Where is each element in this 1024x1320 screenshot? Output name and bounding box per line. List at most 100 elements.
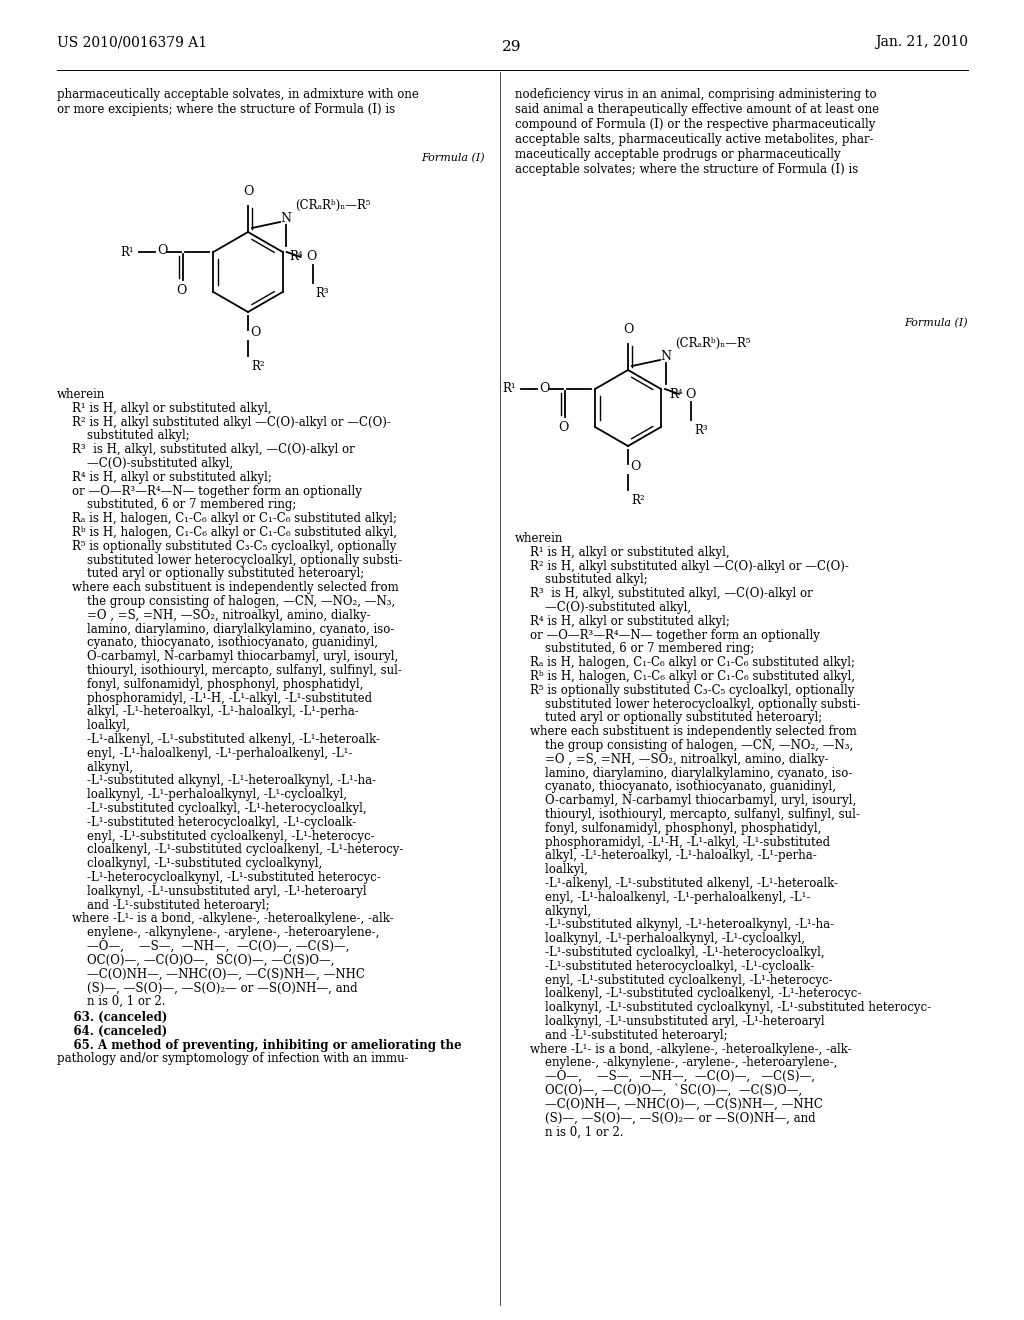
- Text: loalkenyl, -L¹-substituted cycloalkenyl, -L¹-heterocyc-: loalkenyl, -L¹-substituted cycloalkenyl,…: [515, 987, 861, 1001]
- Text: R⁵ is optionally substituted C₃-C₅ cycloalkyl, optionally: R⁵ is optionally substituted C₃-C₅ cyclo…: [57, 540, 396, 553]
- Text: O: O: [176, 284, 186, 297]
- Text: -L¹-substituted cycloalkyl, -L¹-heterocycloalkyl,: -L¹-substituted cycloalkyl, -L¹-heterocy…: [515, 946, 824, 960]
- Text: O: O: [558, 421, 568, 434]
- Text: -L¹-substituted alkynyl, -L¹-heteroalkynyl, -L¹-ha-: -L¹-substituted alkynyl, -L¹-heteroalkyn…: [515, 919, 835, 932]
- Text: —C(O)NH—, —NHC(O)—, —C(S)NH—, —NHC: —C(O)NH—, —NHC(O)—, —C(S)NH—, —NHC: [57, 968, 365, 981]
- Text: US 2010/0016379 A1: US 2010/0016379 A1: [57, 36, 207, 49]
- Text: phosphoramidyl, -L¹-H, -L¹-alkyl, -L¹-substituted: phosphoramidyl, -L¹-H, -L¹-alkyl, -L¹-su…: [57, 692, 372, 705]
- Text: enyl, -L¹-haloalkenyl, -L¹-perhaloalkenyl, -L¹-: enyl, -L¹-haloalkenyl, -L¹-perhaloalkeny…: [515, 891, 810, 904]
- Text: Formula (I): Formula (I): [904, 318, 968, 329]
- Text: pathology and/or symptomology of infection with an immu-: pathology and/or symptomology of infecti…: [57, 1052, 409, 1065]
- Text: R⁴: R⁴: [669, 388, 683, 401]
- Text: O: O: [630, 459, 640, 473]
- Text: O-carbamyl, N-carbamyl thiocarbamyl, uryl, isouryl,: O-carbamyl, N-carbamyl thiocarbamyl, ury…: [57, 651, 398, 663]
- Text: R³: R³: [315, 286, 330, 300]
- Text: nodeficiency virus in an animal, comprising administering to
said animal a thera: nodeficiency virus in an animal, compris…: [515, 88, 880, 176]
- Text: 65. A method of preventing, inhibiting or ameliorating the: 65. A method of preventing, inhibiting o…: [57, 1039, 462, 1052]
- Text: -L¹-alkenyl, -L¹-substituted alkenyl, -L¹-heteroalk-: -L¹-alkenyl, -L¹-substituted alkenyl, -L…: [57, 733, 380, 746]
- Text: O: O: [243, 185, 253, 198]
- Text: loalkynyl, -L¹-perhaloalkynyl, -L¹-cycloalkyl,: loalkynyl, -L¹-perhaloalkynyl, -L¹-cyclo…: [515, 932, 805, 945]
- Text: —C(O)-substituted alkyl,: —C(O)-substituted alkyl,: [515, 601, 691, 614]
- Text: O: O: [539, 381, 549, 395]
- Text: and -L¹-substituted heteroaryl;: and -L¹-substituted heteroaryl;: [57, 899, 269, 912]
- Text: pharmaceutically acceptable solvates, in admixture with one
or more excipients; : pharmaceutically acceptable solvates, in…: [57, 88, 419, 116]
- Text: loalkynyl, -L¹-unsubstituted aryl, -L¹-heteroaryl: loalkynyl, -L¹-unsubstituted aryl, -L¹-h…: [57, 884, 367, 898]
- Text: alkyl, -L¹-heteroalkyl, -L¹-haloalkyl, -L¹-perha-: alkyl, -L¹-heteroalkyl, -L¹-haloalkyl, -…: [57, 705, 358, 718]
- Text: OC(O)—, —C(O)O—,  `SC(O)—,  —C(S)O—,: OC(O)—, —C(O)O—, `SC(O)—, —C(S)O—,: [515, 1084, 802, 1097]
- Text: n is 0, 1 or 2.: n is 0, 1 or 2.: [57, 995, 166, 1008]
- Text: R¹: R¹: [121, 246, 134, 259]
- Text: O: O: [157, 244, 168, 257]
- Text: lamino, diarylamino, diarylalkylamino, cyanato, iso-: lamino, diarylamino, diarylalkylamino, c…: [515, 767, 852, 780]
- Text: OC(O)—, —C(O)O—,  SC(O)—, —C(S)O—,: OC(O)—, —C(O)O—, SC(O)—, —C(S)O—,: [57, 954, 335, 966]
- Text: O: O: [685, 388, 695, 400]
- Text: —O—,    —S—,  —NH—,  —C(O)—, —C(S)—,: —O—, —S—, —NH—, —C(O)—, —C(S)—,: [57, 940, 349, 953]
- Text: O: O: [250, 326, 260, 338]
- Text: -L¹-substituted heterocycloalkyl, -L¹-cycloalk-: -L¹-substituted heterocycloalkyl, -L¹-cy…: [515, 960, 814, 973]
- Text: enyl, -L¹-substituted cycloalkenyl, -L¹-heterocyc-: enyl, -L¹-substituted cycloalkenyl, -L¹-…: [57, 829, 375, 842]
- Text: -L¹-substituted heterocycloalkyl, -L¹-cycloalk-: -L¹-substituted heterocycloalkyl, -L¹-cy…: [57, 816, 356, 829]
- Text: and -L¹-substituted heteroaryl;: and -L¹-substituted heteroaryl;: [515, 1028, 728, 1041]
- Text: substituted, 6 or 7 membered ring;: substituted, 6 or 7 membered ring;: [57, 499, 296, 511]
- Text: R⁴: R⁴: [289, 249, 303, 263]
- Text: substituted alkyl;: substituted alkyl;: [515, 573, 648, 586]
- Text: fonyl, sulfonamidyl, phosphonyl, phosphatidyl,: fonyl, sulfonamidyl, phosphonyl, phospha…: [515, 822, 821, 834]
- Text: O: O: [623, 323, 633, 337]
- Text: cyanato, thiocyanato, isothiocyanato, guanidinyl,: cyanato, thiocyanato, isothiocyanato, gu…: [515, 780, 836, 793]
- Text: loalkyl,: loalkyl,: [57, 719, 130, 733]
- Text: Formula (I): Formula (I): [421, 153, 485, 164]
- Text: tuted aryl or optionally substituted heteroaryl;: tuted aryl or optionally substituted het…: [57, 568, 365, 581]
- Text: R² is H, alkyl substituted alkyl —C(O)-alkyl or —C(O)-: R² is H, alkyl substituted alkyl —C(O)-a…: [515, 560, 849, 573]
- Text: where -L¹- is a bond, -alkylene-, -heteroalkylene-, -alk-: where -L¹- is a bond, -alkylene-, -heter…: [515, 1043, 852, 1056]
- Text: R¹: R¹: [503, 383, 516, 396]
- Text: R³  is H, alkyl, substituted alkyl, —C(O)-alkyl or: R³ is H, alkyl, substituted alkyl, —C(O)…: [57, 444, 354, 457]
- Text: loalkynyl, -L¹-perhaloalkynyl, -L¹-cycloalkyl,: loalkynyl, -L¹-perhaloalkynyl, -L¹-cyclo…: [57, 788, 347, 801]
- Text: (CRₐRᵇ)ₙ—R⁵: (CRₐRᵇ)ₙ—R⁵: [675, 337, 751, 350]
- Text: substituted lower heterocycloalkyl, optionally substi-: substituted lower heterocycloalkyl, opti…: [515, 697, 860, 710]
- Text: enylene-, -alkynylene-, -arylene-, -heteroarylene-,: enylene-, -alkynylene-, -arylene-, -hete…: [515, 1056, 838, 1069]
- Text: the group consisting of halogen, —CN, —NO₂, —N₃,: the group consisting of halogen, —CN, —N…: [515, 739, 853, 752]
- Text: enyl, -L¹-substituted cycloalkenyl, -L¹-heterocyc-: enyl, -L¹-substituted cycloalkenyl, -L¹-…: [515, 974, 833, 986]
- Text: wherein: wherein: [57, 388, 105, 401]
- Text: -L¹-heterocycloalkynyl, -L¹-substituted heterocyc-: -L¹-heterocycloalkynyl, -L¹-substituted …: [57, 871, 381, 884]
- Text: enyl, -L¹-haloalkenyl, -L¹-perhaloalkenyl, -L¹-: enyl, -L¹-haloalkenyl, -L¹-perhaloalkeny…: [57, 747, 352, 760]
- Text: R⁴ is H, alkyl or substituted alkyl;: R⁴ is H, alkyl or substituted alkyl;: [57, 471, 272, 484]
- Text: (S)—, —S(O)—, —S(O)₂— or —S(O)NH—, and: (S)—, —S(O)—, —S(O)₂— or —S(O)NH—, and: [57, 981, 357, 994]
- Text: R³  is H, alkyl, substituted alkyl, —C(O)-alkyl or: R³ is H, alkyl, substituted alkyl, —C(O)…: [515, 587, 813, 601]
- Text: substituted lower heterocycloalkyl, optionally substi-: substituted lower heterocycloalkyl, opti…: [57, 553, 402, 566]
- Text: where -L¹- is a bond, -alkylene-, -heteroalkylene-, -alk-: where -L¹- is a bond, -alkylene-, -heter…: [57, 912, 393, 925]
- Text: tuted aryl or optionally substituted heteroaryl;: tuted aryl or optionally substituted het…: [515, 711, 822, 725]
- Text: O: O: [306, 251, 317, 264]
- Text: loalkyl,: loalkyl,: [515, 863, 588, 876]
- Text: R²: R²: [251, 360, 264, 374]
- Text: substituted alkyl;: substituted alkyl;: [57, 429, 189, 442]
- Text: -L¹-alkenyl, -L¹-substituted alkenyl, -L¹-heteroalk-: -L¹-alkenyl, -L¹-substituted alkenyl, -L…: [515, 876, 838, 890]
- Text: loalkynyl, -L¹-substituted cycloalkynyl, -L¹-substituted heterocyc-: loalkynyl, -L¹-substituted cycloalkynyl,…: [515, 1001, 931, 1014]
- Text: 29: 29: [502, 40, 522, 54]
- Text: 64. (canceled): 64. (canceled): [57, 1024, 167, 1038]
- Text: fonyl, sulfonamidyl, phosphonyl, phosphatidyl,: fonyl, sulfonamidyl, phosphonyl, phospha…: [57, 677, 364, 690]
- Text: where each substituent is independently selected from: where each substituent is independently …: [57, 581, 398, 594]
- Text: R¹ is H, alkyl or substituted alkyl,: R¹ is H, alkyl or substituted alkyl,: [515, 545, 730, 558]
- Text: substituted, 6 or 7 membered ring;: substituted, 6 or 7 membered ring;: [515, 643, 755, 656]
- Text: or —O—R³—R⁴—N— together form an optionally: or —O—R³—R⁴—N— together form an optional…: [515, 628, 820, 642]
- Text: 63. (canceled): 63. (canceled): [57, 1011, 167, 1024]
- Text: the group consisting of halogen, —CN, —NO₂, —N₃,: the group consisting of halogen, —CN, —N…: [57, 595, 395, 609]
- Text: enylene-, -alkynylene-, -arylene-, -heteroarylene-,: enylene-, -alkynylene-, -arylene-, -hete…: [57, 927, 379, 940]
- Text: alkynyl,: alkynyl,: [515, 904, 591, 917]
- Text: =O , =S, =NH, —SO₂, nitroalkyl, amino, dialky-: =O , =S, =NH, —SO₂, nitroalkyl, amino, d…: [515, 752, 828, 766]
- Text: where each substituent is independently selected from: where each substituent is independently …: [515, 725, 857, 738]
- Text: R³: R³: [694, 424, 708, 437]
- Text: thiouryl, isothiouryl, mercapto, sulfanyl, sulfinyl, sul-: thiouryl, isothiouryl, mercapto, sulfany…: [57, 664, 401, 677]
- Text: (CRₐRᵇ)ₙ—R⁵: (CRₐRᵇ)ₙ—R⁵: [295, 199, 371, 213]
- Text: (S)—, —S(O)—, —S(O)₂— or —S(O)NH—, and: (S)—, —S(O)—, —S(O)₂— or —S(O)NH—, and: [515, 1111, 816, 1125]
- Text: cloalkenyl, -L¹-substituted cycloalkenyl, -L¹-heterocy-: cloalkenyl, -L¹-substituted cycloalkenyl…: [57, 843, 403, 857]
- Text: Rₐ is H, halogen, C₁-C₆ alkyl or C₁-C₆ substituted alkyl;: Rₐ is H, halogen, C₁-C₆ alkyl or C₁-C₆ s…: [57, 512, 397, 525]
- Text: alkynyl,: alkynyl,: [57, 760, 133, 774]
- Text: lamino, diarylamino, diarylalkylamino, cyanato, iso-: lamino, diarylamino, diarylalkylamino, c…: [57, 623, 394, 636]
- Text: or —O—R³—R⁴—N— together form an optionally: or —O—R³—R⁴—N— together form an optional…: [57, 484, 361, 498]
- Text: Rₐ is H, halogen, C₁-C₆ alkyl or C₁-C₆ substituted alkyl;: Rₐ is H, halogen, C₁-C₆ alkyl or C₁-C₆ s…: [515, 656, 855, 669]
- Text: Rᵇ is H, halogen, C₁-C₆ alkyl or C₁-C₆ substituted alkyl,: Rᵇ is H, halogen, C₁-C₆ alkyl or C₁-C₆ s…: [57, 525, 397, 539]
- Text: phosphoramidyl, -L¹-H, -L¹-alkyl, -L¹-substituted: phosphoramidyl, -L¹-H, -L¹-alkyl, -L¹-su…: [515, 836, 830, 849]
- Text: R⁴ is H, alkyl or substituted alkyl;: R⁴ is H, alkyl or substituted alkyl;: [515, 615, 730, 628]
